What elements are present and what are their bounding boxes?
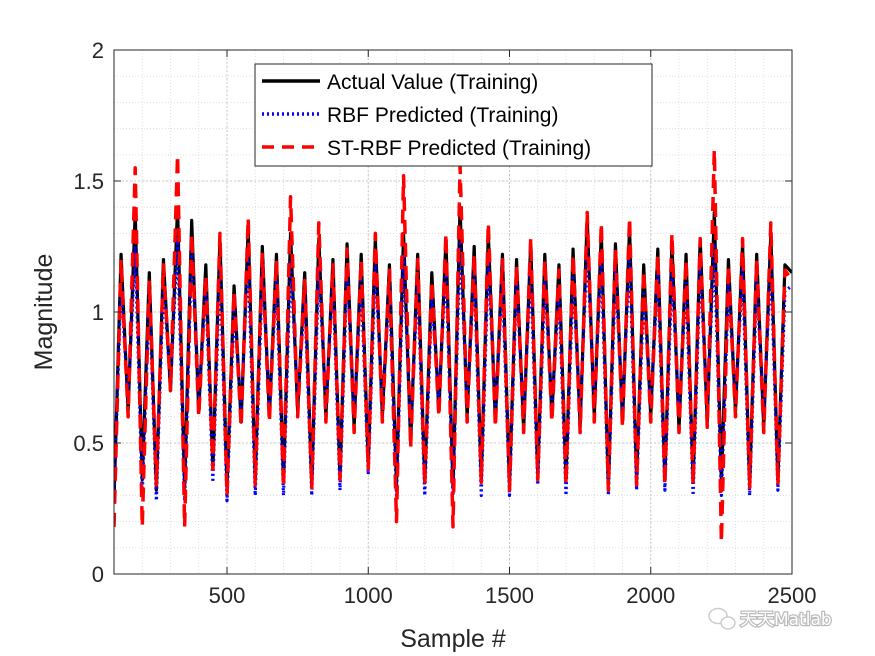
legend-label-strbf: ST-RBF Predicted (Training) — [327, 137, 591, 160]
legend-label-actual: Actual Value (Training) — [327, 71, 538, 94]
y-tick-label: 2 — [92, 38, 104, 63]
legend-label-rbf: RBF Predicted (Training) — [327, 104, 558, 127]
legend: Actual Value (Training) RBF Predicted (T… — [254, 63, 653, 167]
x-tick-label: 2500 — [768, 583, 817, 608]
y-tick-label: 1 — [92, 300, 104, 325]
watermark-text: 天天Matlab — [740, 610, 832, 630]
legend-box — [254, 63, 653, 167]
x-tick-label: 500 — [209, 583, 246, 608]
x-tick-label: 2000 — [626, 583, 675, 608]
watermark: 天天Matlab — [708, 607, 833, 631]
x-tick-label: 1500 — [485, 583, 534, 608]
tick-labels: 500 1000 1500 2000 2500 0 0.5 1 1.5 2 — [73, 38, 816, 608]
ticks — [114, 49, 793, 575]
y-tick-label: 0 — [92, 562, 104, 587]
y-tick-label: 1.5 — [73, 169, 104, 194]
series-line-3 — [114, 147, 792, 545]
series-line-2 — [114, 237, 792, 503]
x-tick-label: 1000 — [344, 583, 393, 608]
x-axis-label: Sample # — [400, 625, 506, 653]
y-axis-label: Magnitude — [30, 254, 58, 371]
wechat-icon — [708, 607, 736, 630]
y-tick-label: 0.5 — [73, 431, 104, 456]
series-layer — [114, 147, 792, 545]
